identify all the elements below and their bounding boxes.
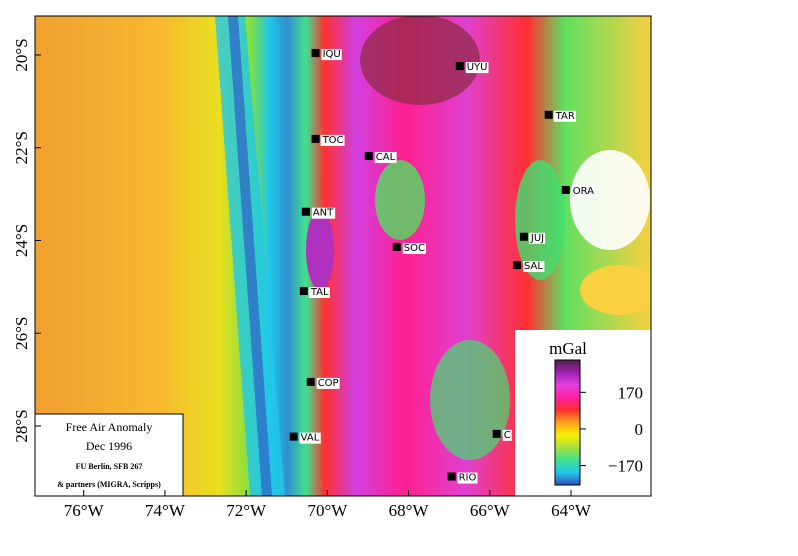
city-marker (311, 134, 320, 143)
x-tick-label: 70°W (307, 501, 348, 520)
city-label: RIO (459, 473, 477, 484)
city-label: IQU (323, 49, 341, 60)
city-marker (561, 185, 570, 194)
city-label-bg (522, 261, 545, 273)
city-marker (512, 261, 521, 270)
city-label-bg (502, 429, 512, 441)
colorbar (554, 359, 581, 486)
city-label-bg (299, 432, 321, 444)
legend-date: Dec 1996 (86, 439, 132, 453)
x-tick-label: 74°W (145, 501, 186, 520)
city-label-bg (465, 62, 489, 74)
city-label: CAL (376, 152, 396, 163)
city-marker (299, 287, 308, 296)
city-marker (301, 207, 310, 216)
city-marker (447, 472, 456, 481)
city-label: TAR (555, 111, 575, 122)
city-marker (364, 152, 373, 161)
x-tick-label: 76°W (64, 501, 105, 520)
city-label: UYU (467, 62, 488, 73)
x-tick-label: 68°W (389, 501, 430, 520)
legend-box (34, 413, 184, 497)
city-label-bg (374, 152, 397, 164)
city-label: C (504, 430, 511, 441)
city-label: JUJ (530, 233, 544, 244)
city-label-bg (308, 287, 330, 299)
city-label-bg (321, 49, 342, 61)
legend-partners: & partners (MIGRA, Scripps) (57, 480, 161, 489)
colorbar-title: mGal (549, 339, 587, 358)
city-label: COP (318, 378, 339, 389)
city-marker (519, 232, 528, 241)
city-marker (392, 242, 401, 251)
city-label-bg (528, 232, 546, 244)
city-marker (492, 429, 501, 438)
city-label: TOC (322, 135, 344, 146)
city-label: VAL (301, 433, 320, 444)
colorbar-tick-label: −170 (608, 457, 643, 476)
legend-credit: FU Berlin, SFB 267 (76, 462, 143, 471)
x-tick-label: 66°W (470, 501, 511, 520)
y-tick-label: 22°S (12, 131, 31, 164)
city-label-bg (457, 472, 478, 484)
city-marker (311, 49, 320, 58)
city-marker (306, 377, 315, 386)
city-label-bg (571, 185, 596, 197)
city-label: SAL (524, 261, 543, 272)
city-label-bg (320, 134, 345, 146)
y-tick-label: 28°S (12, 409, 31, 442)
city-marker (455, 62, 464, 71)
city-marker (289, 432, 298, 441)
map-frame (34, 15, 652, 497)
legend-title: Free Air Anomaly (66, 420, 153, 434)
city-label: ANT (313, 208, 334, 219)
city-marker (544, 110, 553, 119)
colorbar-tick-label: 170 (618, 383, 644, 402)
city-label-bg (311, 207, 336, 219)
y-tick-label: 20°S (12, 38, 31, 71)
city-label: TAL (310, 287, 329, 298)
city-label: SOC (404, 243, 425, 254)
x-tick-label: 64°W (551, 501, 592, 520)
y-tick-label: 26°S (12, 317, 31, 350)
colorbar-tick-label: 0 (635, 420, 644, 439)
city-label: ORA (573, 186, 594, 197)
x-tick-label: 72°W (226, 501, 267, 520)
y-tick-label: 24°S (12, 224, 31, 257)
city-label-bg (402, 242, 427, 254)
city-label-bg (553, 110, 576, 122)
city-label-bg (316, 377, 340, 389)
